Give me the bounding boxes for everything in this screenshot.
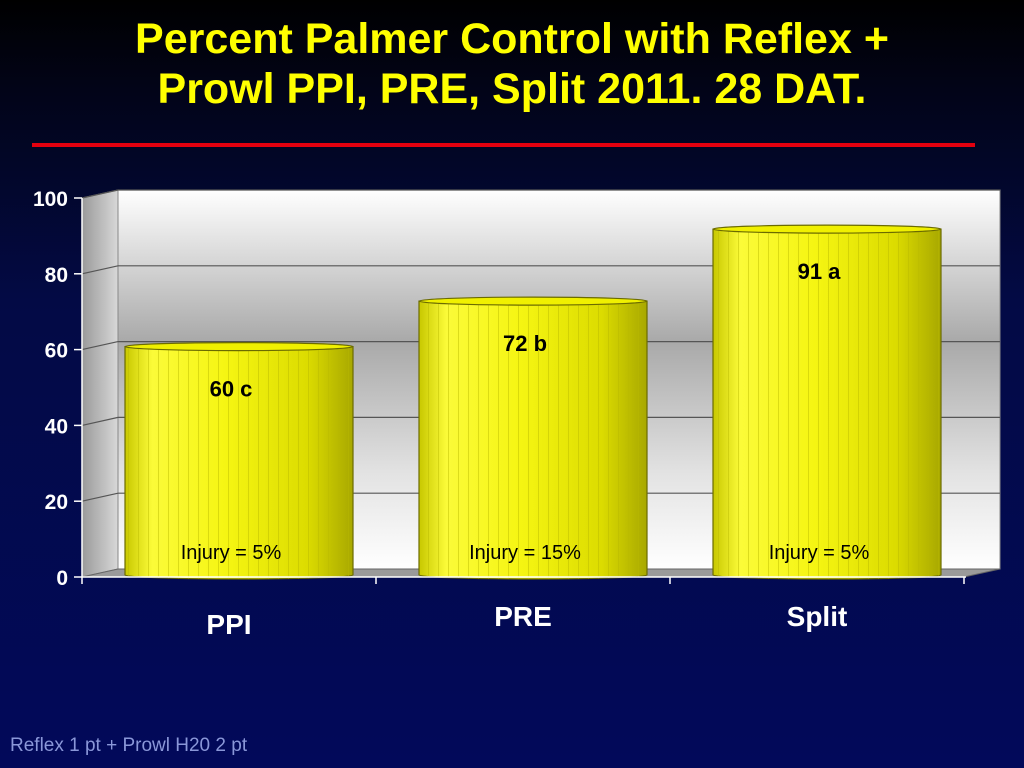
side-wall [81,189,119,578]
bar-ppi: 60 c Injury = 5% [124,342,354,580]
title-divider [32,143,975,147]
gridline [81,416,1000,426]
axes: 0 20 40 60 80 100 PPI PRE Split [33,188,966,640]
y-tick-label: 60 [45,340,68,363]
bar-top [712,224,942,234]
title-line-1: Percent Palmer Control with Reflex + [135,15,889,63]
data-label: 91 a [798,259,842,284]
bar-chart: 60 c Injury = 5% 72 b Injury = 15% 91 a Injur… [33,188,1001,640]
slide-title: Percent Palmer Control with Reflex + Pro… [20,14,1004,114]
gridline [81,341,1000,351]
y-tick-label: 0 [56,567,68,590]
injury-annotation: Injury = 15% [469,542,581,564]
bar-split: 91 a Injury = 5% [712,224,942,580]
injury-annotation: Injury = 5% [181,542,282,564]
y-tick-label: 100 [33,188,68,211]
data-label: 60 c [210,377,253,402]
bar-top [418,296,648,306]
bar-texture [419,301,647,579]
gridline [81,189,1000,199]
injury-annotation: Injury = 5% [769,542,870,564]
bar-top [124,342,354,352]
x-tick-label: PRE [494,601,552,632]
data-label: 72 b [503,331,547,356]
y-tick-label: 40 [45,415,68,438]
x-tick-label: PPI [206,609,251,640]
gridline [81,265,1000,275]
title-line-2: Prowl PPI, PRE, Split 2011. 28 DAT. [157,65,867,113]
y-tick-label: 20 [45,491,68,514]
footnote: Reflex 1 pt + Prowl H20 2 pt [10,735,248,756]
bar-pre: 72 b Injury = 15% [418,296,648,580]
x-tick-label: Split [787,601,848,632]
grid-lines [81,189,1000,502]
gridline [81,492,1000,502]
y-tick-label: 80 [45,264,68,287]
bar-texture [713,229,941,580]
bar-texture [125,346,353,579]
